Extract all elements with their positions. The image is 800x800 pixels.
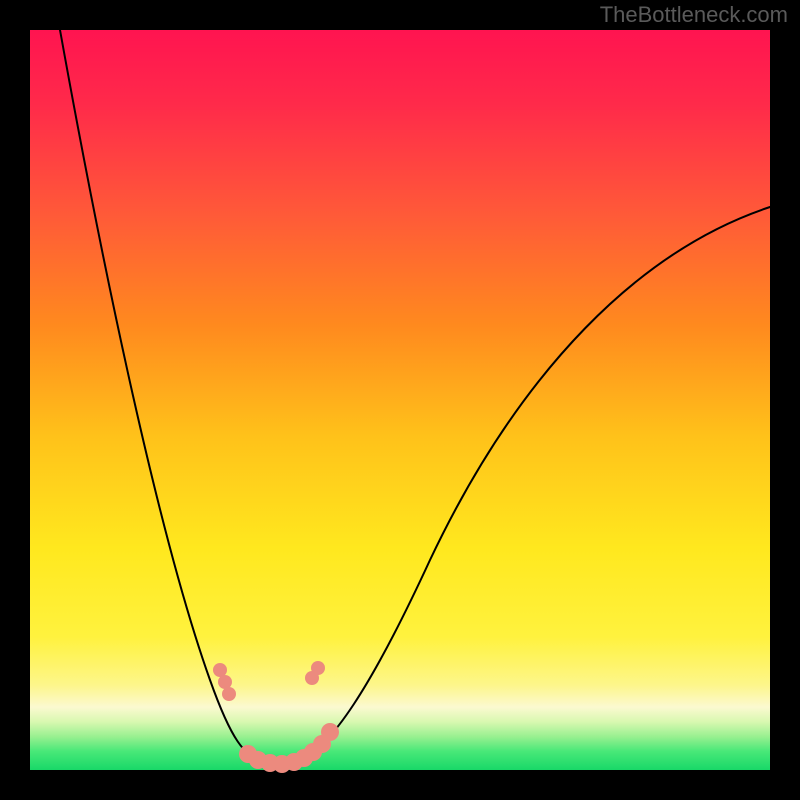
chart-container: TheBottleneck.com [0,0,800,800]
valley-marker-dot [222,687,236,701]
valley-marker-dot [321,723,339,741]
watermark-text: TheBottleneck.com [600,2,788,28]
valley-marker-dot [311,661,325,675]
valley-marker-dot [213,663,227,677]
valley-marker-dot [218,675,232,689]
plot-area [30,30,770,770]
bottleneck-curve-chart [0,0,800,800]
